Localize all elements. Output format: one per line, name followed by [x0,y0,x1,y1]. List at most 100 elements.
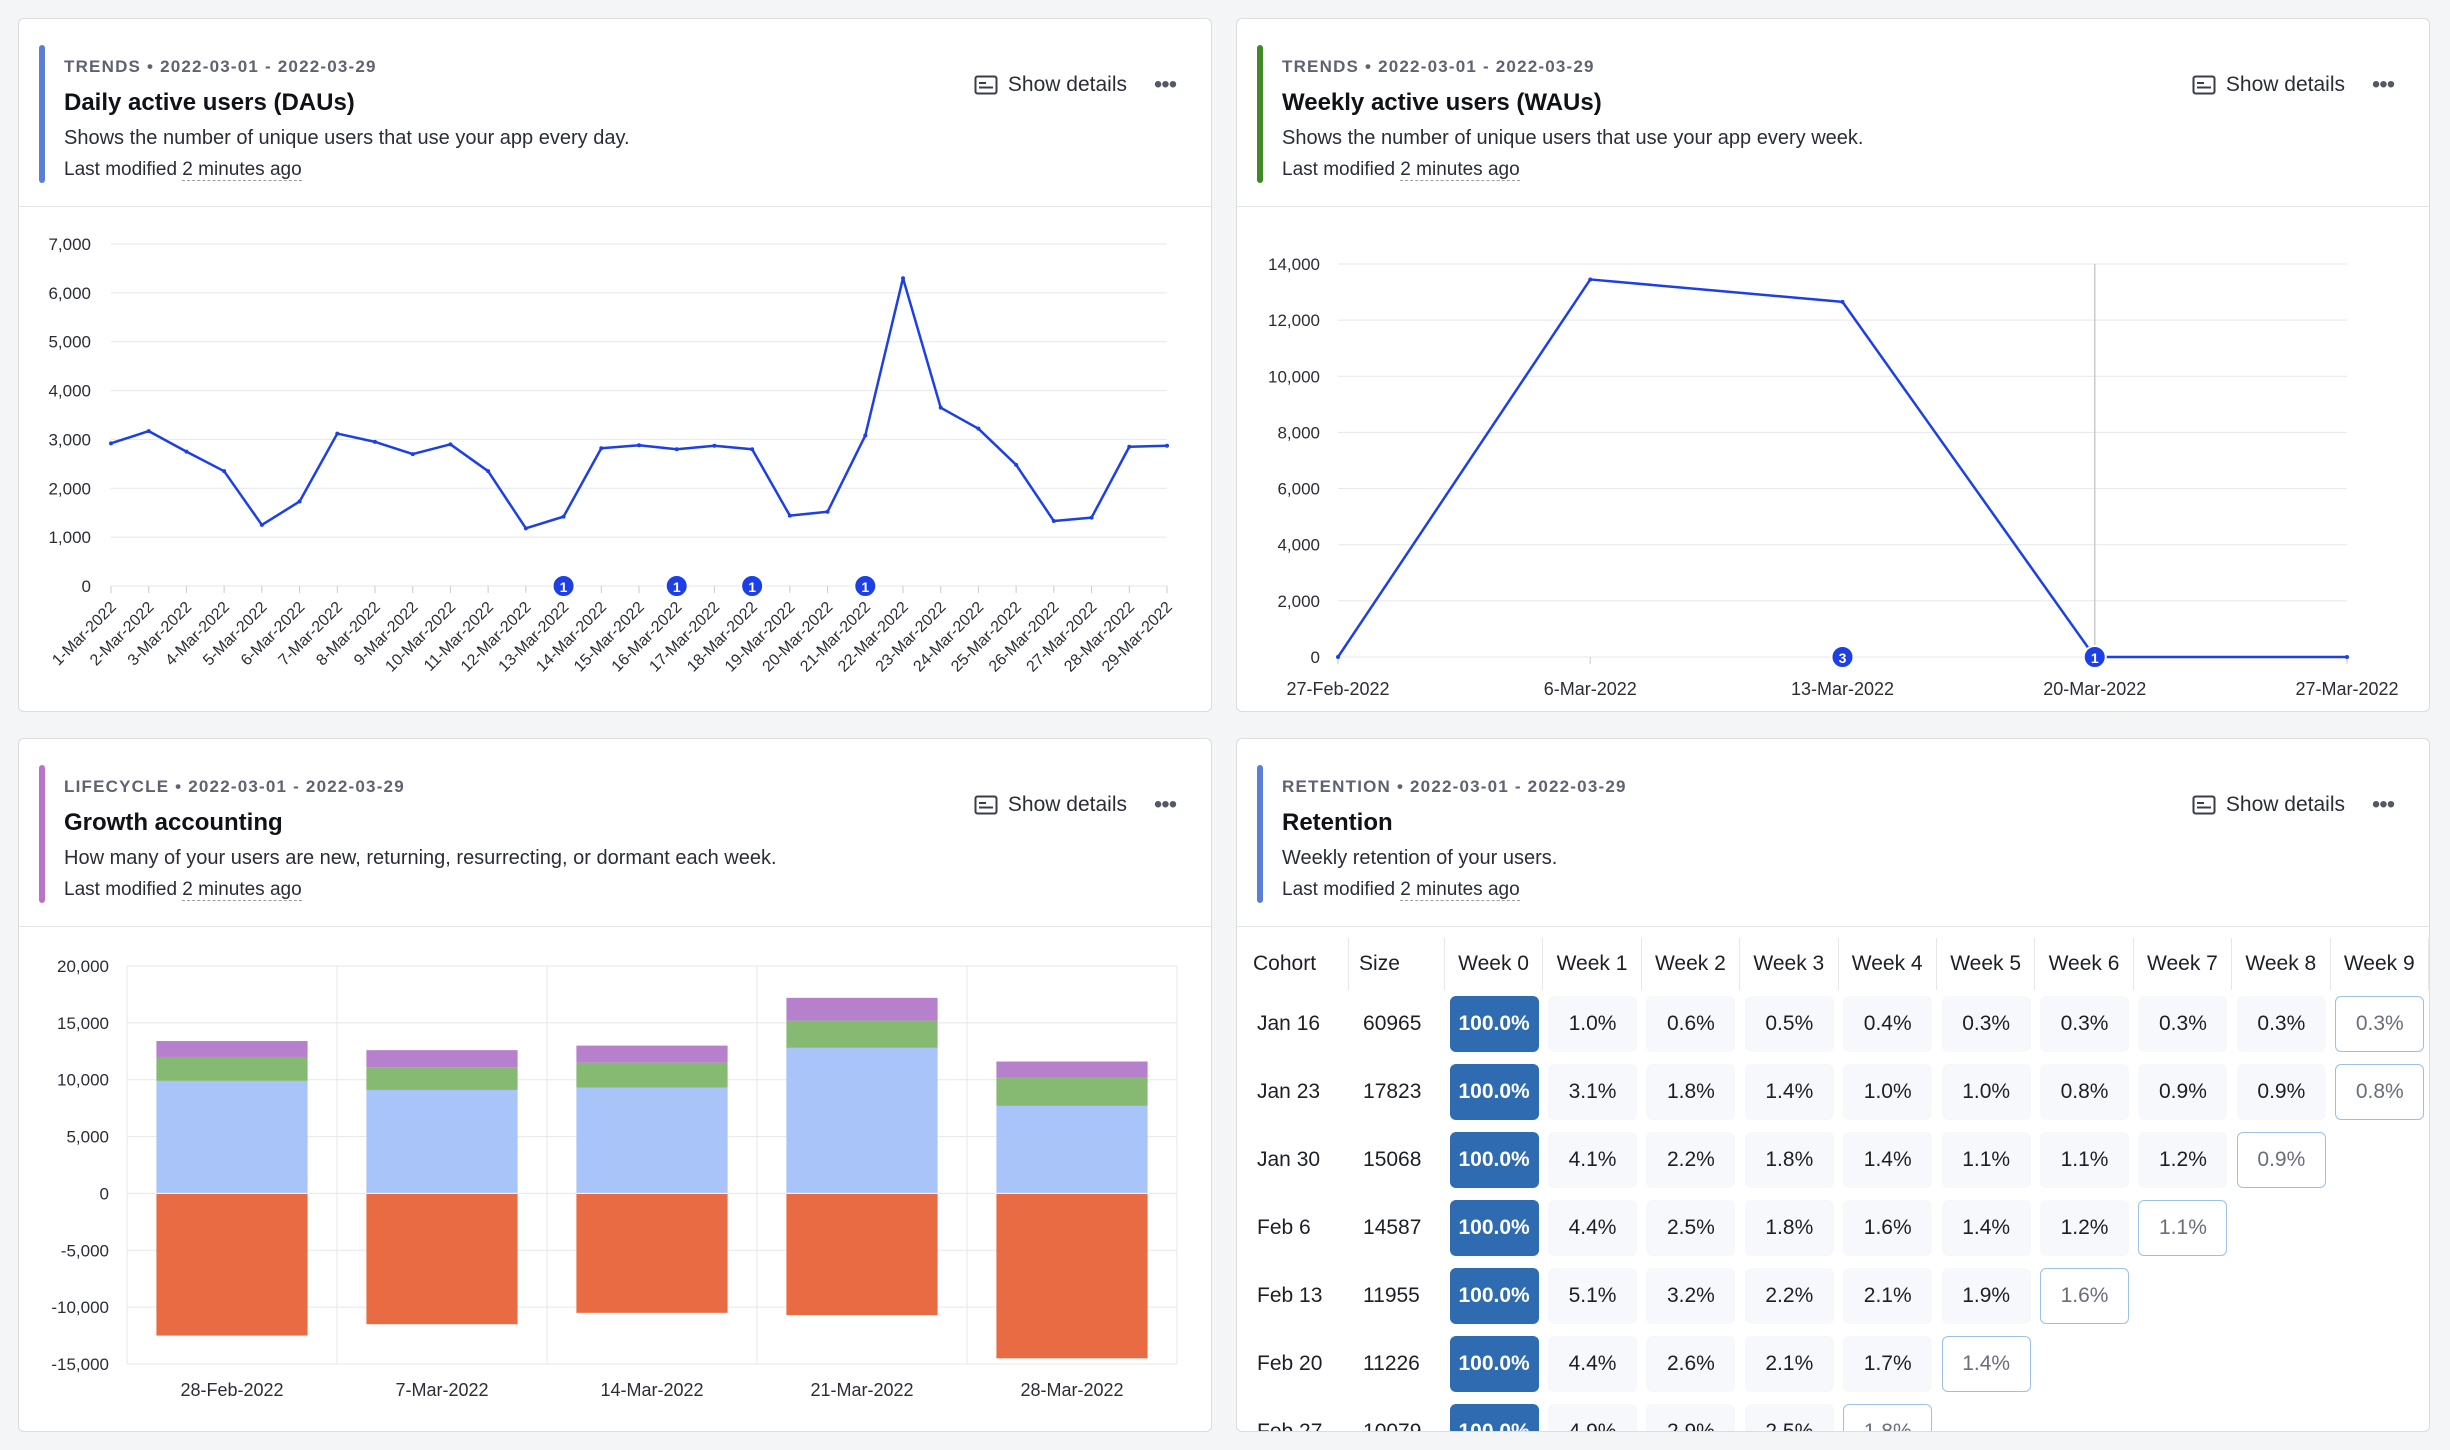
card-title[interactable]: Growth accounting [64,809,283,836]
retention-value[interactable]: 100.0% [1449,1200,1539,1256]
retention-value[interactable]: 1.0% [1843,1064,1933,1120]
retention-table-container[interactable]: Cohort Size Week 0 Week 1 Week 2 Week 3 Week 4… [1237,928,2429,1431]
retention-value[interactable]: 0.9% [2138,1064,2228,1120]
retention-cell: 0.3% [2035,990,2133,1058]
retention-value[interactable] [2237,1401,2326,1431]
retention-value[interactable]: 1.4% [1744,1064,1834,1120]
retention-value[interactable]: 2.6% [1646,1336,1736,1392]
data-point [561,514,566,519]
retention-value[interactable]: 0.8% [2040,1064,2130,1120]
retention-value[interactable] [2335,1129,2424,1185]
retention-header-week-1: Week 1 [1543,938,1642,990]
retention-value[interactable]: 1.1% [1941,1132,2031,1188]
retention-value[interactable]: 1.8% [1744,1132,1834,1188]
retention-value[interactable]: 0.3% [1941,996,2031,1052]
card-title[interactable]: Daily active users (DAUs) [64,89,355,116]
show-details-button[interactable]: Show details [974,789,1127,821]
retention-value[interactable]: 100.0% [1449,1336,1539,1392]
retention-value[interactable]: 4.4% [1548,1200,1637,1256]
retention-value[interactable] [2237,1265,2326,1321]
retention-cell: 100.0% [1445,1126,1543,1194]
retention-value[interactable] [2335,1197,2424,1253]
retention-value[interactable]: 1.4% [1941,1200,2031,1256]
retention-value[interactable]: 0.9% [2236,1132,2326,1188]
retention-value[interactable]: 2.9% [1646,1404,1736,1431]
retention-value[interactable] [2138,1401,2227,1431]
retention-value[interactable]: 0.4% [1843,996,1933,1052]
retention-value[interactable]: 1.6% [2040,1268,2130,1324]
retention-value[interactable]: 3.1% [1548,1064,1637,1120]
more-options-icon[interactable]: ••• [1153,71,1177,98]
retention-cell [2134,1398,2232,1431]
x-tick-label: 28-Feb-2022 [180,1380,283,1400]
retention-value[interactable] [2040,1401,2129,1431]
retention-value[interactable]: 100.0% [1449,1268,1539,1324]
bar-segment-new [786,1020,938,1048]
retention-value[interactable]: 1.6% [1843,1200,1933,1256]
y-tick-label: 15,000 [57,1014,109,1033]
retention-value[interactable]: 0.3% [2040,996,2130,1052]
cohort-label: Jan 23 [1257,1080,1321,1103]
retention-value[interactable] [2335,1401,2424,1431]
retention-value[interactable]: 2.1% [1744,1336,1834,1392]
retention-value[interactable]: 1.1% [2040,1132,2130,1188]
show-details-button[interactable]: Show details [2192,789,2345,821]
retention-value[interactable]: 1.4% [1941,1336,2031,1392]
more-options-icon[interactable]: ••• [2371,791,2395,818]
retention-cell: 1.8% [1740,1194,1838,1262]
more-options-icon[interactable]: ••• [1153,791,1177,818]
retention-value[interactable]: 2.5% [1744,1404,1834,1431]
retention-value[interactable]: 3.2% [1646,1268,1736,1324]
retention-value[interactable]: 1.8% [1744,1200,1834,1256]
retention-value[interactable] [2237,1197,2326,1253]
retention-value[interactable]: 2.5% [1646,1200,1736,1256]
retention-value[interactable]: 1.0% [1941,1064,2031,1120]
retention-value[interactable] [2040,1333,2129,1389]
retention-cell: 5.1% [1543,1262,1641,1330]
card-title[interactable]: Retention [1282,809,1393,836]
retention-value[interactable]: 0.3% [2138,996,2228,1052]
retention-value[interactable]: 1.7% [1843,1336,1933,1392]
retention-value[interactable]: 100.0% [1449,1064,1539,1120]
card-accent-bar [39,765,45,903]
retention-value[interactable]: 1.0% [1548,996,1637,1052]
retention-value[interactable]: 100.0% [1449,1132,1539,1188]
retention-value[interactable]: 1.2% [2138,1132,2228,1188]
retention-value[interactable] [2138,1333,2227,1389]
retention-value[interactable]: 4.1% [1548,1132,1637,1188]
retention-value[interactable]: 1.4% [1843,1132,1933,1188]
retention-value[interactable]: 0.6% [1646,996,1736,1052]
retention-value[interactable] [2335,1333,2424,1389]
y-tick-label: 5,000 [66,1128,109,1147]
retention-value[interactable]: 0.3% [2335,996,2425,1052]
card-eyebrow: RETENTION • 2022-03-01 - 2022-03-29 [1282,777,1627,796]
annotation-count: 1 [748,579,756,595]
retention-value[interactable]: 1.2% [2040,1200,2130,1256]
retention-value[interactable] [2237,1333,2326,1389]
retention-value[interactable]: 1.9% [1941,1268,2031,1324]
retention-value[interactable] [2335,1265,2424,1321]
retention-value[interactable]: 4.9% [1548,1404,1637,1431]
retention-value[interactable]: 5.1% [1548,1268,1637,1324]
retention-value[interactable]: 2.2% [1646,1132,1736,1188]
y-tick-label: 0 [82,577,91,596]
retention-value[interactable]: 1.8% [1646,1064,1736,1120]
retention-value[interactable]: 0.5% [1744,996,1834,1052]
show-details-button[interactable]: Show details [2192,69,2345,101]
card-title[interactable]: Weekly active users (WAUs) [1282,89,1602,116]
more-options-icon[interactable]: ••• [2371,71,2395,98]
retention-value[interactable]: 0.3% [2236,996,2326,1052]
show-details-button[interactable]: Show details [974,69,1127,101]
retention-value[interactable]: 0.9% [2236,1064,2326,1120]
retention-value[interactable] [1942,1401,2031,1431]
retention-value[interactable]: 1.1% [2138,1200,2228,1256]
retention-value[interactable]: 2.1% [1843,1268,1933,1324]
retention-value[interactable]: 100.0% [1449,996,1539,1052]
retention-value[interactable]: 0.8% [2335,1064,2425,1120]
retention-value[interactable]: 1.8% [1843,1404,1933,1431]
retention-value[interactable]: 100.0% [1449,1404,1539,1431]
retention-header-row: Cohort Size Week 0 Week 1 Week 2 Week 3 Week 4… [1243,938,2429,990]
retention-value[interactable] [2138,1265,2227,1321]
retention-value[interactable]: 2.2% [1744,1268,1834,1324]
retention-value[interactable]: 4.4% [1548,1336,1637,1392]
